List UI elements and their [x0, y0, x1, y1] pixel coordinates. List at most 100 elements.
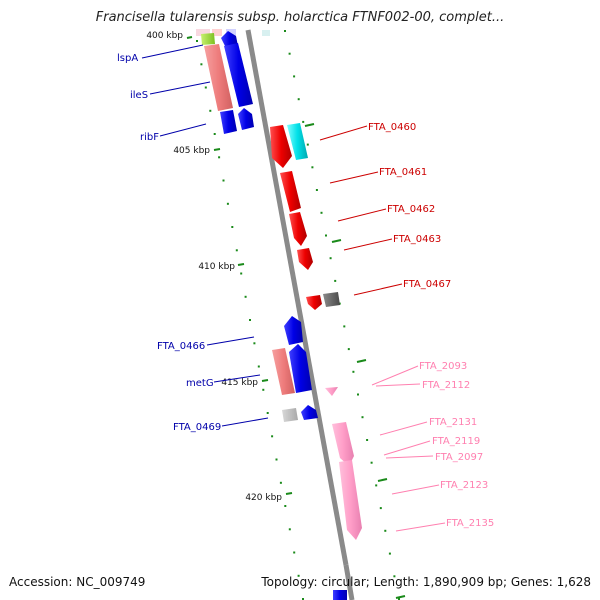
label-fta0461[interactable]: FTA_0461 — [379, 167, 427, 178]
outer-dot — [357, 393, 359, 396]
gene-fta0463[interactable] — [297, 248, 313, 270]
label-fta2097[interactable]: FTA_2097 — [435, 452, 483, 463]
inner-dot — [226, 202, 229, 205]
outer-dot — [297, 98, 300, 101]
label-ileS[interactable]: ileS — [130, 90, 148, 101]
inner-dot — [231, 226, 234, 228]
label-fta0466[interactable]: FTA_0466 — [157, 341, 205, 352]
outer-dot — [334, 279, 337, 282]
outer-dot — [343, 325, 346, 328]
inner-dot — [204, 86, 207, 89]
gene-fta2123[interactable] — [339, 460, 362, 540]
label-lspA[interactable]: lspA — [117, 53, 138, 64]
gene-fta0466[interactable] — [284, 316, 303, 345]
label-fta2093[interactable]: FTA_2093 — [419, 361, 467, 372]
gene-ribF-a[interactable] — [220, 110, 237, 134]
outer-dot — [379, 507, 382, 510]
outer-dot — [352, 370, 355, 373]
gene-fta2093[interactable] — [325, 387, 338, 396]
gene-lspa-marker[interactable] — [201, 33, 215, 45]
inner-dot — [244, 295, 247, 298]
label-metG[interactable]: metG — [186, 378, 214, 389]
gene-fta0460-cyan[interactable] — [287, 123, 308, 160]
gene-metG-salmon[interactable] — [272, 348, 295, 395]
gene-ribF-b[interactable] — [238, 108, 254, 130]
outer-dot — [361, 416, 364, 419]
inner-dot — [262, 388, 265, 391]
label-fta2119[interactable]: FTA_2119 — [432, 436, 480, 447]
accession-text: Accession: NC_009749 — [9, 575, 145, 589]
outer-dot — [393, 575, 396, 578]
outer-dot — [384, 529, 387, 532]
gene-labels: lspA ileS ribF FTA_0466 metG FTA_0469 FT… — [117, 53, 494, 529]
gene-metG[interactable] — [289, 344, 312, 393]
genome-summary-text: Topology: circular; Length: 1,890,909 bp… — [260, 575, 591, 589]
label-fta2123[interactable]: FTA_2123 — [440, 480, 488, 491]
inner-dot — [302, 598, 304, 600]
tick-label-400: 400 kbp — [146, 31, 183, 41]
tick-label-420: 420 kbp — [245, 493, 282, 503]
inner-dot — [240, 272, 243, 275]
gene-fta0462[interactable] — [289, 212, 307, 246]
inner-dot — [288, 528, 291, 531]
label-fta2135[interactable]: FTA_2135 — [446, 518, 494, 529]
tick-label-410: 410 kbp — [198, 262, 235, 272]
outer-dot — [311, 166, 314, 169]
outer-dot — [320, 211, 323, 214]
outer-dot — [329, 257, 332, 260]
map-title: Francisella tularensis subsp. holarctica… — [96, 10, 505, 25]
inner-dot — [266, 412, 269, 414]
inner-dot — [213, 133, 216, 135]
label-fta0460[interactable]: FTA_0460 — [368, 122, 416, 133]
label-fta0467[interactable]: FTA_0467 — [403, 279, 451, 290]
inner-dot — [257, 365, 260, 368]
outer-dot — [315, 189, 318, 191]
inner-dot — [200, 63, 203, 66]
inner-dot — [222, 179, 225, 182]
outer-dot — [325, 234, 327, 237]
inner-dot — [235, 249, 238, 252]
gene-fta0460[interactable] — [270, 125, 292, 168]
outer-dot — [366, 439, 369, 441]
inner-dot — [253, 342, 256, 345]
gene-bottom-partial[interactable] — [333, 590, 347, 600]
inner-dot — [284, 505, 287, 507]
label-fta0469[interactable]: FTA_0469 — [173, 422, 221, 433]
gene-fta0469-gray[interactable] — [282, 408, 298, 422]
gene-fta0461[interactable] — [280, 171, 301, 212]
outer-dot — [306, 143, 309, 146]
genome-backbone — [245, 29, 349, 566]
label-fta2131[interactable]: FTA_2131 — [429, 417, 477, 428]
gene-features — [201, 31, 362, 600]
outer-dot — [370, 461, 373, 464]
gene-fta0467[interactable] — [306, 295, 322, 310]
outer-dot — [288, 52, 291, 55]
inner-dot — [275, 458, 278, 461]
gene-fta2131[interactable] — [332, 422, 354, 466]
outer-dot — [398, 598, 400, 600]
gene-fta0467-gray[interactable] — [323, 292, 340, 307]
outer-dot — [302, 120, 305, 123]
inner-dot — [218, 156, 221, 159]
tick-label-415: 415 kbp — [221, 378, 258, 388]
label-fta2112[interactable]: FTA_2112 — [422, 380, 470, 391]
inner-dot — [209, 109, 212, 112]
gene-ileS[interactable] — [224, 43, 253, 107]
outer-dot — [293, 75, 296, 78]
inner-tick-dots — [196, 40, 304, 600]
gene-blue-1[interactable] — [221, 31, 238, 48]
inner-dot — [279, 481, 282, 484]
gene-fta0469[interactable] — [301, 405, 318, 420]
inner-dot — [271, 435, 274, 438]
label-fta0462[interactable]: FTA_0462 — [387, 204, 435, 215]
outer-dot — [375, 484, 378, 487]
top-faded-features — [196, 29, 270, 36]
gene-ileS-shadow[interactable] — [204, 44, 233, 111]
inner-dot — [249, 319, 251, 321]
label-fta0463[interactable]: FTA_0463 — [393, 234, 441, 245]
inner-dot — [297, 574, 300, 577]
scale-ticks: 400 kbp 405 kbp 410 kbp 415 kbp 420 kbp — [146, 31, 406, 599]
label-ribF[interactable]: ribF — [140, 132, 159, 143]
outer-dot — [284, 30, 286, 32]
